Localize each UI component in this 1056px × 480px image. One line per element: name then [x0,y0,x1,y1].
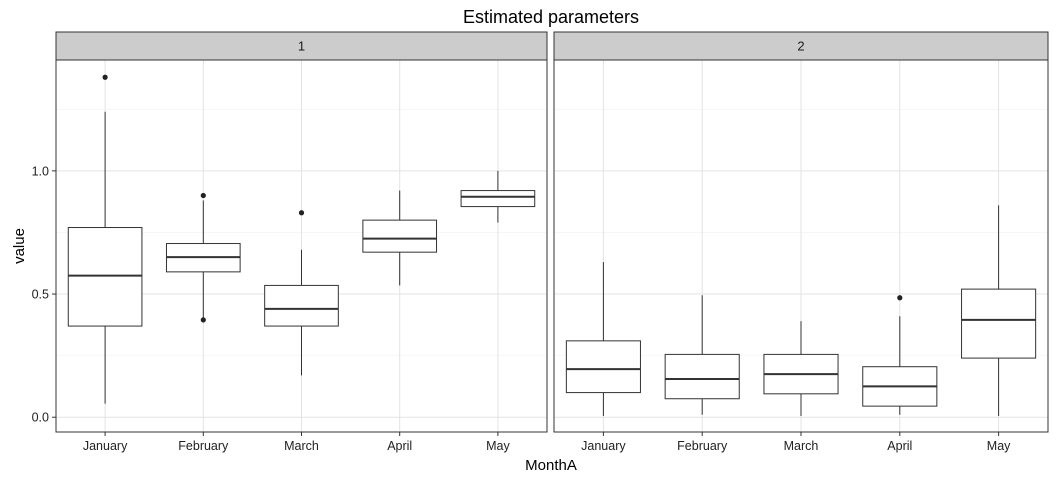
box-march-facet-2 [763,321,839,416]
x-tick-label: February [178,439,229,453]
y-tick-label: 0.5 [32,288,49,302]
facet-panel-1: 1 January February March April May [55,31,548,453]
box-january-facet-1 [67,74,143,404]
x-axis-title: MonthA [525,457,577,474]
y-axis-title: value [11,228,28,264]
box-april-facet-2 [862,295,938,415]
outlier-point [102,74,108,80]
x-tick-label: January [581,439,626,453]
facet-strip-label: 1 [298,39,305,54]
y-axis: 0.0 0.5 1.0 [32,164,56,425]
x-tick-label: March [784,439,819,453]
x-tick-label: March [284,439,319,453]
outlier-point [200,192,206,199]
y-tick-label: 0.0 [32,411,49,425]
box-february-facet-1 [165,192,241,323]
facet-panels: 1 January February March April May 2 January Feb… [55,31,1049,453]
facet-panel-2: 2 January February March April May [553,31,1049,453]
x-tick-label: May [486,439,510,453]
x-tick-label: May [987,439,1011,453]
box-iqr [565,340,641,394]
box-iqr [264,284,339,327]
box-april-facet-1 [362,190,438,286]
box-iqr [460,190,536,208]
box-february-facet-2 [664,295,740,415]
facet-strip [55,31,548,61]
outlier-point [897,295,903,301]
box-may-facet-1 [460,170,536,223]
box-iqr [362,219,438,253]
x-tick-label: February [677,439,728,453]
outlier-point [200,317,206,323]
x-tick-label: April [387,439,412,453]
box-march-facet-1 [264,210,339,376]
box-may-facet-2 [961,205,1037,416]
outlier-point [298,210,305,216]
box-iqr [67,227,143,327]
box-iqr [961,288,1037,359]
facet-strip-label: 2 [797,39,804,54]
y-tick-label: 1.0 [32,164,49,178]
box-january-facet-2 [565,262,641,416]
box-iqr [664,353,740,400]
facet-strip [553,31,1049,61]
x-tick-label: January [83,439,128,453]
chart-title: Estimated parameters [463,7,639,27]
x-tick-label: April [887,439,912,453]
